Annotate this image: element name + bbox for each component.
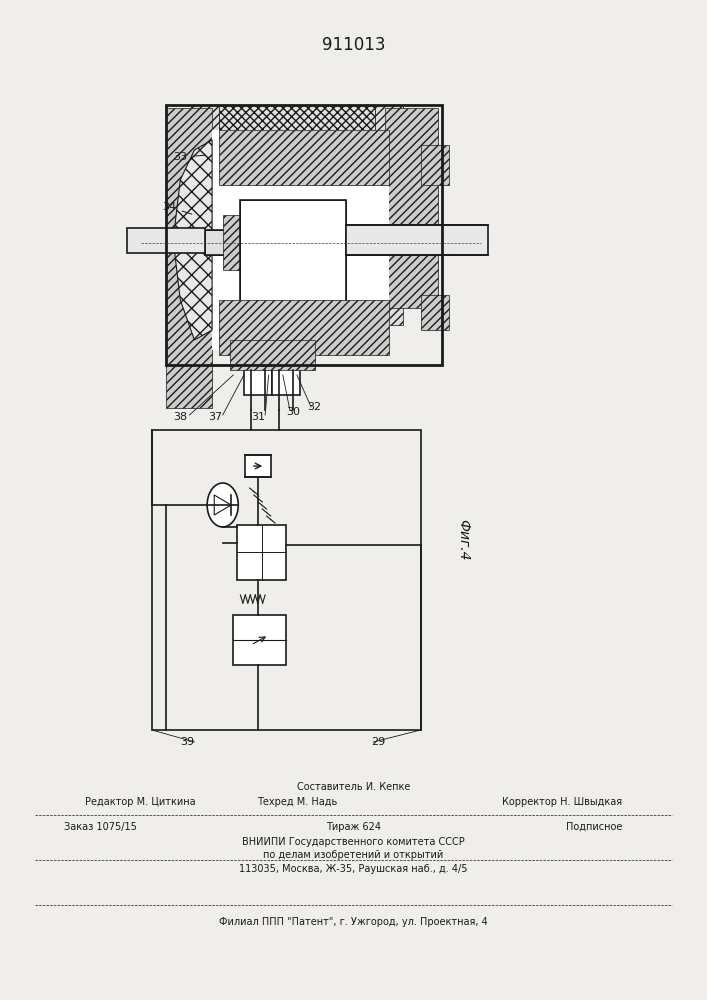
Text: 30: 30 [286, 407, 300, 417]
Text: Филиал ППП "Патент", г. Ужгород, ул. Проектная, 4: Филиал ППП "Патент", г. Ужгород, ул. Про… [219, 917, 488, 927]
Bar [230, 340, 315, 370]
Bar [421, 295, 449, 330]
Bar [219, 300, 389, 355]
Bar [240, 200, 346, 315]
Text: 38: 38 [173, 412, 187, 422]
Text: по делам изобретений и открытий: по делам изобретений и открытий [264, 850, 443, 860]
Bar [240, 200, 346, 315]
Bar [245, 455, 271, 477]
Bar [244, 355, 272, 395]
Bar [212, 130, 389, 350]
Text: Корректор Н. Швыдкая: Корректор Н. Швыдкая [502, 797, 622, 807]
Circle shape [207, 483, 238, 527]
Text: 32: 32 [308, 402, 322, 412]
Bar [223, 215, 265, 270]
Bar [219, 105, 375, 135]
Text: 911013: 911013 [322, 36, 385, 54]
Bar [166, 105, 442, 365]
Bar [385, 108, 438, 308]
Bar [233, 615, 286, 665]
Bar [219, 130, 389, 185]
Bar [127, 228, 205, 253]
Bar [375, 105, 403, 325]
Bar [191, 105, 219, 325]
Text: 31: 31 [251, 412, 265, 422]
Bar [166, 108, 212, 408]
Text: 113035, Москва, Ж-35, Раушская наб., д. 4/5: 113035, Москва, Ж-35, Раушская наб., д. … [239, 864, 468, 874]
Text: 29: 29 [371, 737, 385, 747]
Polygon shape [173, 140, 212, 340]
Text: Заказ 1075/15: Заказ 1075/15 [64, 822, 136, 832]
Bar [191, 105, 403, 145]
Text: 37: 37 [209, 412, 223, 422]
Text: 33: 33 [173, 152, 206, 162]
Text: Тираж 624: Тираж 624 [326, 822, 381, 832]
Bar [205, 230, 452, 255]
Text: Подписное: Подписное [566, 822, 622, 832]
Text: 39: 39 [180, 737, 194, 747]
Text: 34: 34 [163, 202, 192, 214]
Text: ВНИИПИ Государственного комитета СССР: ВНИИПИ Государственного комитета СССР [242, 837, 465, 847]
Bar [421, 145, 449, 185]
Bar [237, 525, 286, 580]
Bar [152, 430, 421, 730]
Text: Составитель И. Кепке: Составитель И. Кепке [297, 782, 410, 792]
Text: Редактор М. Циткина: Редактор М. Циткина [85, 797, 195, 807]
Text: Техред М. Надь: Техред М. Надь [257, 797, 337, 807]
Bar [272, 355, 300, 395]
Bar [346, 225, 488, 255]
Bar [205, 230, 452, 255]
Text: Фиг.4: Фиг.4 [456, 519, 470, 561]
